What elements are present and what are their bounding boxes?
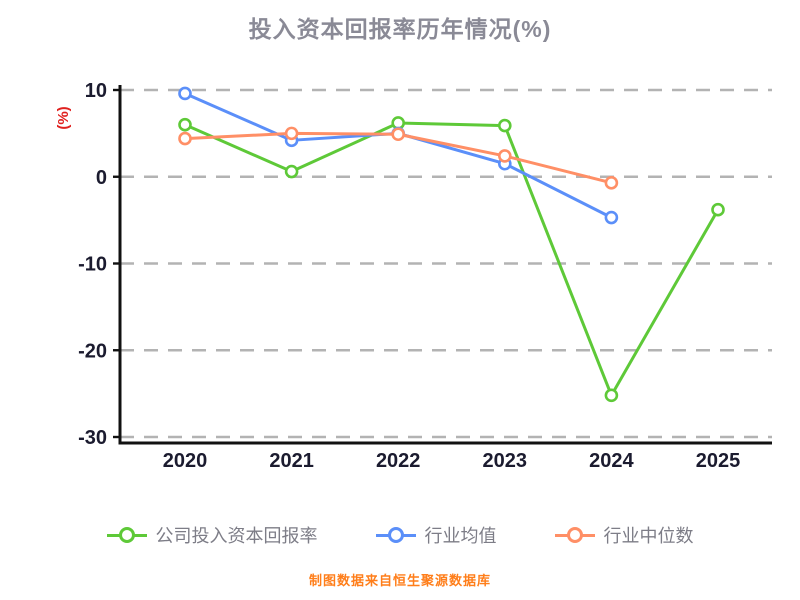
industry-median-series-marker-icon <box>554 527 595 543</box>
series-marker <box>178 86 192 101</box>
x-tick-label: 2024 <box>589 450 634 472</box>
series-marker <box>604 210 619 225</box>
x-tick-label: 2025 <box>696 450 741 472</box>
legend-label-industry-average: 行业均值 <box>424 526 497 546</box>
series-line-1 <box>183 91 613 220</box>
series-marker <box>178 117 192 132</box>
legend-item-industry-average[interactable]: 行业均值 <box>375 522 497 548</box>
y-axis-title: (%) <box>55 106 72 129</box>
y-tick-label: -30 <box>78 427 107 449</box>
series-marker <box>284 164 299 179</box>
legend-label-industry-median: 行业中位数 <box>603 526 694 546</box>
company-series-marker-icon <box>106 527 147 543</box>
chart-title: 投入资本回报率历年情况(%) <box>248 16 552 42</box>
x-tick-label: 2020 <box>163 450 208 472</box>
series-marker <box>604 388 619 403</box>
legend-item-industry-median[interactable]: 行业中位数 <box>554 522 694 548</box>
x-tick-label: 2021 <box>269 450 314 472</box>
y-tick-label: 10 <box>85 80 107 102</box>
industry-average-series-marker-icon <box>375 527 416 543</box>
series-marker <box>604 176 619 190</box>
series-marker <box>178 131 192 146</box>
series-line-0 <box>183 121 720 397</box>
y-tick-label: -10 <box>78 254 107 276</box>
x-tick-label: 2022 <box>376 450 421 472</box>
series-marker <box>284 126 299 141</box>
y-tick-label: -20 <box>78 340 107 362</box>
legend-item-company[interactable]: 公司投入资本回报率 <box>106 522 318 548</box>
x-tick-label: 2023 <box>483 450 528 472</box>
chart-legend: 公司投入资本回报率 行业均值 行业中位数 <box>0 522 800 548</box>
series-marker <box>711 202 725 217</box>
y-tick-label: 0 <box>96 167 107 189</box>
data-source-note: 制图数据来自恒生聚源数据库 <box>308 573 491 588</box>
series-marker <box>391 127 406 142</box>
legend-label-company: 公司投入资本回报率 <box>155 526 318 546</box>
series-marker <box>497 149 512 163</box>
series-marker <box>497 118 512 133</box>
